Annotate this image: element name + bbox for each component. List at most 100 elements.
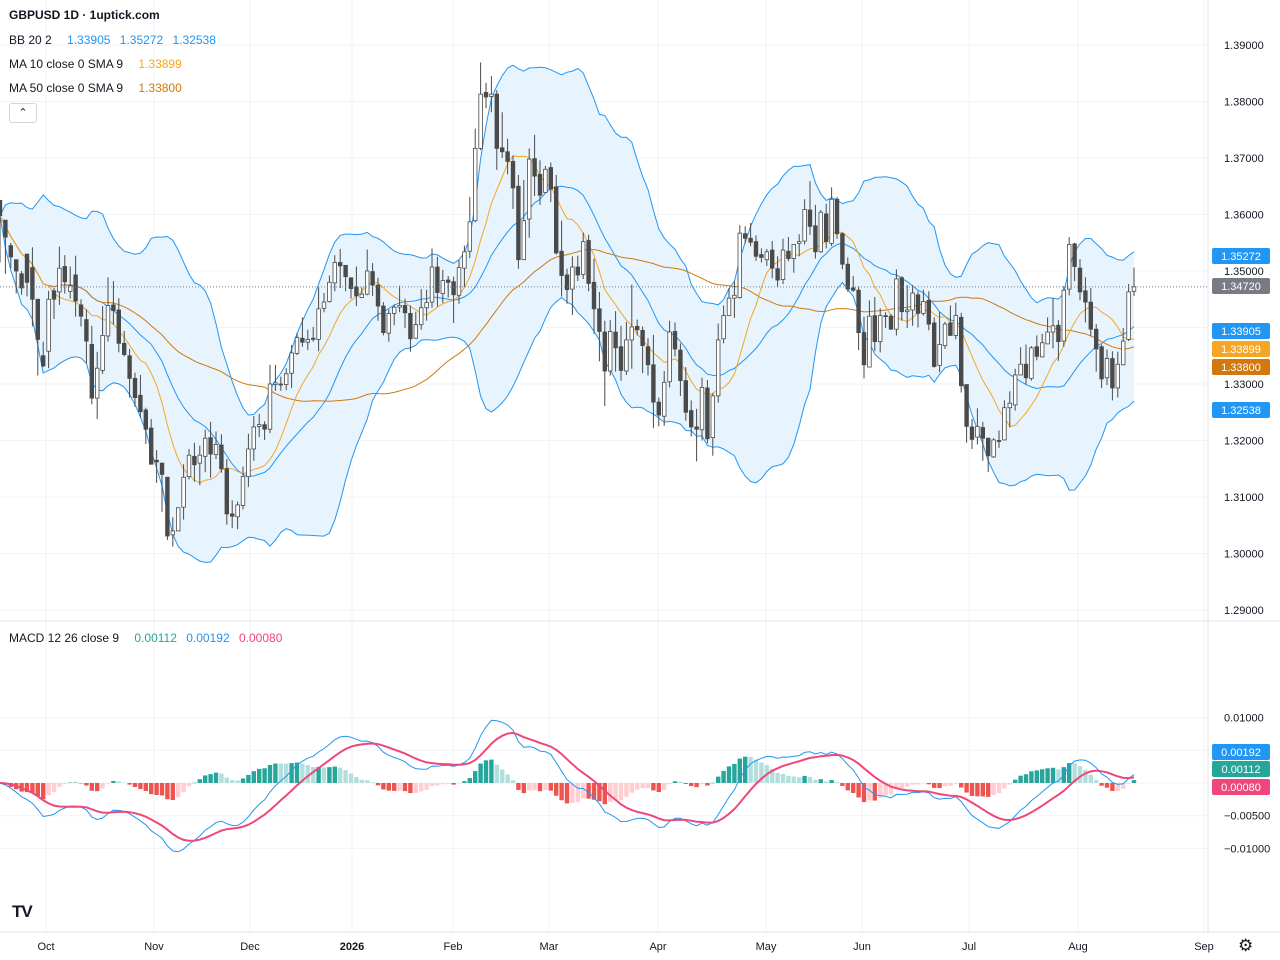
- macd-histogram-bar: [419, 783, 424, 792]
- candle: [267, 364, 273, 434]
- macd-histogram-bar: [861, 783, 867, 803]
- candle: [608, 320, 613, 376]
- candle-body: [645, 346, 651, 366]
- candle-body: [726, 297, 732, 317]
- candle-body: [321, 301, 327, 309]
- price-badge: 1.33899: [1212, 341, 1270, 357]
- candle-body: [283, 373, 289, 385]
- candle-body: [872, 315, 877, 343]
- candle: [51, 287, 57, 320]
- macd-histogram-bar: [1088, 774, 1093, 783]
- legend-macd[interactable]: MACD 12 26 close 9 0.00112 0.00192 0.000…: [9, 631, 282, 645]
- candle-body: [489, 93, 494, 97]
- tradingview-logo-icon[interactable]: TV: [12, 902, 33, 921]
- candle: [1061, 286, 1066, 347]
- macd-histogram-bar: [186, 783, 192, 787]
- candle-body: [1034, 346, 1039, 357]
- candle: [35, 298, 40, 376]
- macd-histogram-bar: [554, 783, 559, 796]
- candle-body: [310, 337, 316, 340]
- candle: [202, 429, 208, 473]
- macd-histogram-bar: [813, 779, 818, 783]
- candle: [689, 400, 694, 437]
- candle: [1126, 283, 1131, 342]
- candle: [78, 299, 84, 327]
- candle-body: [418, 307, 424, 326]
- candle-body: [165, 476, 170, 537]
- candle: [856, 286, 861, 351]
- gear-icon[interactable]: ⚙: [1238, 936, 1254, 955]
- candle: [246, 433, 251, 487]
- macd-histogram-bar: [959, 783, 964, 788]
- candle-body: [683, 380, 688, 413]
- candle-body: [1029, 347, 1034, 379]
- price-badge-bg: [1212, 402, 1270, 418]
- candle-body: [1007, 402, 1012, 409]
- candle: [413, 311, 418, 339]
- macd-histogram-bar: [770, 768, 775, 783]
- candle-body: [370, 271, 375, 286]
- legend-ma10[interactable]: MA 10 close 0 SMA 9 1.33899: [9, 57, 182, 71]
- price-badge: 0.00192: [1212, 744, 1270, 760]
- candle: [1002, 400, 1007, 441]
- price-tick-label: 1.32000: [1224, 436, 1264, 448]
- candle: [122, 330, 127, 357]
- macd-histogram-bar: [132, 783, 138, 787]
- macd-histogram-bar: [721, 770, 726, 783]
- candle-body: [1083, 290, 1088, 303]
- candle-body: [975, 425, 980, 438]
- macd-histogram-bar: [948, 783, 953, 786]
- candle-body: [375, 284, 381, 307]
- candle: [429, 248, 435, 308]
- collapse-legend-button[interactable]: ⌃: [9, 103, 37, 123]
- candle-body: [499, 147, 505, 153]
- macd-histogram-bar: [716, 776, 721, 783]
- candle: [570, 256, 575, 316]
- legend-ma10-value: 1.33899: [138, 57, 182, 71]
- candle: [499, 112, 505, 158]
- candle-body: [980, 427, 985, 439]
- candle: [764, 248, 769, 266]
- candle-body: [597, 308, 602, 332]
- macd-histogram-bar: [429, 783, 435, 786]
- macd-histogram-bar: [294, 762, 300, 783]
- macd-histogram-bar: [802, 775, 807, 783]
- macd-histogram-bar: [467, 778, 472, 783]
- macd-histogram-bar: [451, 783, 456, 785]
- candle-body: [46, 298, 51, 352]
- candle-body: [494, 93, 499, 149]
- candle-body: [1077, 267, 1083, 293]
- macd-histogram-bar: [73, 782, 78, 784]
- candle-body: [894, 278, 899, 330]
- candle: [197, 445, 202, 486]
- candle: [996, 430, 1002, 448]
- candle: [564, 268, 570, 304]
- time-scale[interactable]: Oct Nov Dec 2026 Feb Mar Apr May Jun Jul Aug Sep: [37, 941, 1213, 953]
- candle: [19, 271, 24, 295]
- candle-body: [213, 444, 219, 456]
- price-badge-label: 0.00192: [1221, 747, 1261, 759]
- candle-body: [78, 304, 84, 317]
- candle-body: [294, 337, 300, 354]
- candle-body: [969, 426, 975, 440]
- legend-ma50[interactable]: MA 50 close 0 SMA 9 1.33800: [9, 81, 182, 95]
- candle: [391, 304, 397, 326]
- legend-bb[interactable]: BB 20 2 1.33905 1.35272 1.32538: [9, 33, 216, 47]
- candle: [732, 281, 737, 318]
- macd-histogram-bar: [284, 763, 289, 783]
- candle: [656, 397, 661, 427]
- candle: [13, 259, 19, 294]
- candle: [175, 507, 181, 532]
- candle-body: [1088, 301, 1093, 330]
- candle-body: [408, 312, 413, 340]
- candle-body: [202, 437, 208, 457]
- candle: [505, 138, 510, 175]
- candle-body: [138, 394, 143, 413]
- macd-histogram-bar: [899, 783, 904, 788]
- candle-body: [105, 305, 111, 337]
- candle: [240, 466, 246, 510]
- candle-body: [246, 448, 251, 478]
- candle: [381, 302, 386, 336]
- macd-histogram-bar: [991, 783, 996, 796]
